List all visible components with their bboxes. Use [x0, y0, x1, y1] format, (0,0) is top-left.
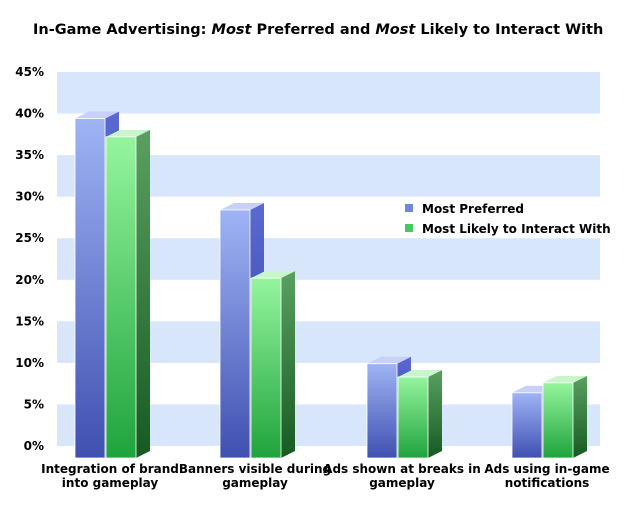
x-category-label: Banners visible during: [179, 462, 331, 476]
bar: [105, 136, 137, 459]
y-tick-label: 10%: [15, 356, 44, 370]
legend-swatch: [405, 204, 413, 212]
y-tick-label: 15%: [15, 314, 44, 328]
y-tick-label: 45%: [15, 65, 44, 79]
y-tick-label: 0%: [24, 439, 44, 453]
bar-top: [543, 375, 587, 383]
legend-label: Most Likely to Interact With: [422, 222, 611, 236]
bar-side: [573, 375, 587, 458]
y-tick-label: 5%: [24, 397, 44, 411]
x-category-label: into gameplay: [62, 476, 159, 490]
bar: [542, 382, 574, 459]
bar-side: [428, 370, 442, 458]
x-category-label: gameplay: [369, 476, 435, 490]
y-tick-label: 25%: [15, 231, 44, 245]
title-part: Likely to Interact With: [415, 22, 604, 38]
bar: [511, 392, 543, 459]
y-tick-label: 30%: [15, 190, 44, 204]
title-part: Preferred and: [251, 22, 376, 38]
bar: [366, 363, 398, 459]
bar-top: [220, 202, 264, 210]
x-category-label: Integration of brand: [41, 462, 179, 476]
bar-top: [75, 111, 119, 119]
grid-band: [57, 72, 600, 114]
bar: [219, 209, 251, 459]
y-tick-label: 20%: [15, 273, 44, 287]
bar: [397, 376, 429, 459]
legend-swatch: [405, 224, 413, 232]
y-tick-label: 40%: [15, 107, 44, 121]
x-category-label: Ads using in-game: [484, 462, 609, 476]
title-part: Most: [375, 22, 416, 38]
bar-top: [251, 271, 295, 279]
x-category-label: gameplay: [222, 476, 288, 490]
x-category-label: notifications: [505, 476, 590, 490]
legend-label: Most Preferred: [422, 202, 524, 216]
bar-top: [367, 356, 411, 364]
title-part: In-Game Advertising:: [33, 22, 212, 38]
y-tick-label: 35%: [15, 148, 44, 162]
bar: [250, 277, 282, 459]
bar-top: [106, 129, 150, 137]
bar-side: [281, 271, 295, 458]
x-category-label: Ads shown at breaks in: [323, 462, 481, 476]
bar-side: [136, 129, 150, 458]
chart-title: In-Game Advertising: Most Preferred and …: [33, 22, 603, 38]
title-part: Most: [211, 22, 252, 38]
bar: [74, 118, 106, 459]
bar-top: [398, 370, 442, 378]
